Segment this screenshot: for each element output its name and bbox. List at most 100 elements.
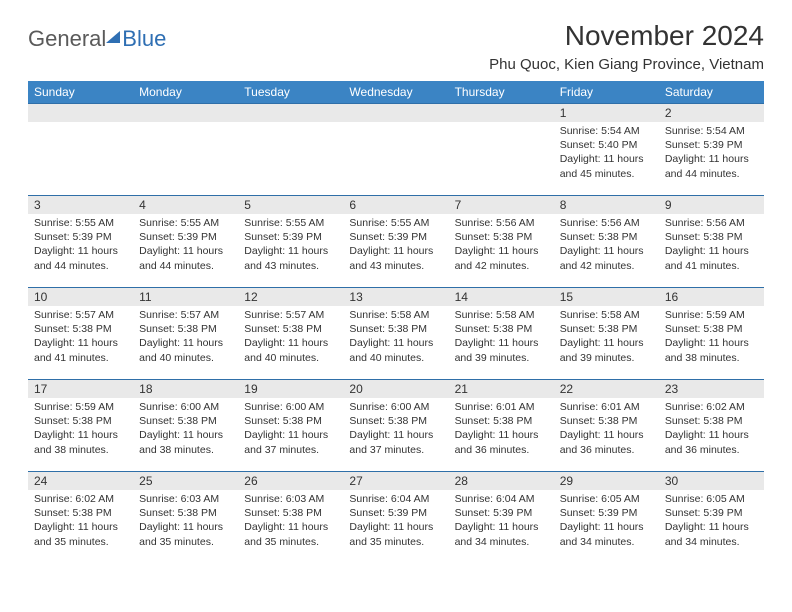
day-number: 23 (659, 380, 764, 398)
day-number: 27 (343, 472, 448, 490)
sunrise-text: Sunrise: 6:00 AM (139, 400, 232, 414)
day-number: 26 (238, 472, 343, 490)
day-header: Saturday (659, 81, 764, 104)
daylight-text: Daylight: 11 hours and 41 minutes. (34, 336, 127, 364)
calendar-cell: 18Sunrise: 6:00 AMSunset: 5:38 PMDayligh… (133, 380, 238, 472)
sunrise-text: Sunrise: 5:54 AM (560, 124, 653, 138)
sunrise-text: Sunrise: 6:00 AM (349, 400, 442, 414)
daylight-text: Daylight: 11 hours and 37 minutes. (349, 428, 442, 456)
calendar-cell: 30Sunrise: 6:05 AMSunset: 5:39 PMDayligh… (659, 472, 764, 564)
day-number: 2 (659, 104, 764, 122)
calendar-cell: 11Sunrise: 5:57 AMSunset: 5:38 PMDayligh… (133, 288, 238, 380)
day-number-empty (28, 104, 133, 122)
day-content: Sunrise: 5:55 AMSunset: 5:39 PMDaylight:… (133, 214, 238, 277)
day-number: 9 (659, 196, 764, 214)
calendar-body: 1Sunrise: 5:54 AMSunset: 5:40 PMDaylight… (28, 104, 764, 564)
header: General Blue November 2024 Phu Quoc, Kie… (28, 20, 764, 73)
calendar-week-row: 10Sunrise: 5:57 AMSunset: 5:38 PMDayligh… (28, 288, 764, 380)
daylight-text: Daylight: 11 hours and 36 minutes. (560, 428, 653, 456)
sunset-text: Sunset: 5:38 PM (560, 414, 653, 428)
sunset-text: Sunset: 5:38 PM (455, 322, 548, 336)
sunset-text: Sunset: 5:39 PM (244, 230, 337, 244)
sunrise-text: Sunrise: 5:59 AM (34, 400, 127, 414)
daylight-text: Daylight: 11 hours and 39 minutes. (455, 336, 548, 364)
day-number: 29 (554, 472, 659, 490)
calendar-cell: 2Sunrise: 5:54 AMSunset: 5:39 PMDaylight… (659, 104, 764, 196)
calendar-cell: 29Sunrise: 6:05 AMSunset: 5:39 PMDayligh… (554, 472, 659, 564)
sunset-text: Sunset: 5:39 PM (455, 506, 548, 520)
calendar-cell: 26Sunrise: 6:03 AMSunset: 5:38 PMDayligh… (238, 472, 343, 564)
day-content: Sunrise: 6:02 AMSunset: 5:38 PMDaylight:… (28, 490, 133, 553)
daylight-text: Daylight: 11 hours and 42 minutes. (455, 244, 548, 272)
calendar-cell: 23Sunrise: 6:02 AMSunset: 5:38 PMDayligh… (659, 380, 764, 472)
sunrise-text: Sunrise: 6:02 AM (665, 400, 758, 414)
sunrise-text: Sunrise: 6:01 AM (560, 400, 653, 414)
sunrise-text: Sunrise: 6:04 AM (455, 492, 548, 506)
calendar-cell: 10Sunrise: 5:57 AMSunset: 5:38 PMDayligh… (28, 288, 133, 380)
calendar-cell: 19Sunrise: 6:00 AMSunset: 5:38 PMDayligh… (238, 380, 343, 472)
calendar-week-row: 17Sunrise: 5:59 AMSunset: 5:38 PMDayligh… (28, 380, 764, 472)
daylight-text: Daylight: 11 hours and 37 minutes. (244, 428, 337, 456)
day-content: Sunrise: 6:00 AMSunset: 5:38 PMDaylight:… (238, 398, 343, 461)
day-header: Friday (554, 81, 659, 104)
calendar-week-row: 3Sunrise: 5:55 AMSunset: 5:39 PMDaylight… (28, 196, 764, 288)
sunset-text: Sunset: 5:38 PM (665, 414, 758, 428)
sunset-text: Sunset: 5:38 PM (139, 322, 232, 336)
sunrise-text: Sunrise: 6:05 AM (560, 492, 653, 506)
sunrise-text: Sunrise: 6:04 AM (349, 492, 442, 506)
sunset-text: Sunset: 5:38 PM (139, 506, 232, 520)
calendar-cell: 6Sunrise: 5:55 AMSunset: 5:39 PMDaylight… (343, 196, 448, 288)
day-content: Sunrise: 6:04 AMSunset: 5:39 PMDaylight:… (343, 490, 448, 553)
day-header: Sunday (28, 81, 133, 104)
day-content: Sunrise: 5:55 AMSunset: 5:39 PMDaylight:… (238, 214, 343, 277)
day-number: 28 (449, 472, 554, 490)
day-number-empty (238, 104, 343, 122)
day-header: Wednesday (343, 81, 448, 104)
calendar-cell (238, 104, 343, 196)
sunrise-text: Sunrise: 6:01 AM (455, 400, 548, 414)
calendar-cell (133, 104, 238, 196)
calendar-week-row: 1Sunrise: 5:54 AMSunset: 5:40 PMDaylight… (28, 104, 764, 196)
day-content: Sunrise: 6:00 AMSunset: 5:38 PMDaylight:… (133, 398, 238, 461)
sunrise-text: Sunrise: 5:55 AM (34, 216, 127, 230)
sunrise-text: Sunrise: 5:55 AM (139, 216, 232, 230)
day-number-empty (343, 104, 448, 122)
day-content: Sunrise: 5:55 AMSunset: 5:39 PMDaylight:… (343, 214, 448, 277)
sunset-text: Sunset: 5:38 PM (665, 322, 758, 336)
day-number: 6 (343, 196, 448, 214)
sunset-text: Sunset: 5:39 PM (34, 230, 127, 244)
sunrise-text: Sunrise: 6:03 AM (244, 492, 337, 506)
calendar-cell: 9Sunrise: 5:56 AMSunset: 5:38 PMDaylight… (659, 196, 764, 288)
title-block: November 2024 Phu Quoc, Kien Giang Provi… (489, 20, 764, 73)
sunset-text: Sunset: 5:40 PM (560, 138, 653, 152)
day-header: Monday (133, 81, 238, 104)
calendar-cell: 22Sunrise: 6:01 AMSunset: 5:38 PMDayligh… (554, 380, 659, 472)
sunset-text: Sunset: 5:38 PM (244, 322, 337, 336)
sunset-text: Sunset: 5:38 PM (139, 414, 232, 428)
day-number: 12 (238, 288, 343, 306)
calendar-cell: 3Sunrise: 5:55 AMSunset: 5:39 PMDaylight… (28, 196, 133, 288)
day-content: Sunrise: 5:54 AMSunset: 5:40 PMDaylight:… (554, 122, 659, 185)
logo-triangle-icon (106, 31, 120, 43)
daylight-text: Daylight: 11 hours and 35 minutes. (349, 520, 442, 548)
sunset-text: Sunset: 5:39 PM (665, 506, 758, 520)
day-number: 5 (238, 196, 343, 214)
sunrise-text: Sunrise: 6:03 AM (139, 492, 232, 506)
day-number: 14 (449, 288, 554, 306)
daylight-text: Daylight: 11 hours and 35 minutes. (34, 520, 127, 548)
logo-word-general: General (28, 26, 106, 52)
day-number: 22 (554, 380, 659, 398)
day-content: Sunrise: 6:01 AMSunset: 5:38 PMDaylight:… (554, 398, 659, 461)
sunset-text: Sunset: 5:39 PM (139, 230, 232, 244)
sunrise-text: Sunrise: 5:58 AM (349, 308, 442, 322)
day-number: 25 (133, 472, 238, 490)
day-number: 4 (133, 196, 238, 214)
day-number: 3 (28, 196, 133, 214)
day-number-empty (133, 104, 238, 122)
day-content: Sunrise: 5:59 AMSunset: 5:38 PMDaylight:… (659, 306, 764, 369)
month-title: November 2024 (489, 20, 764, 52)
calendar-cell: 21Sunrise: 6:01 AMSunset: 5:38 PMDayligh… (449, 380, 554, 472)
daylight-text: Daylight: 11 hours and 41 minutes. (665, 244, 758, 272)
sunrise-text: Sunrise: 5:56 AM (560, 216, 653, 230)
sunrise-text: Sunrise: 5:57 AM (34, 308, 127, 322)
